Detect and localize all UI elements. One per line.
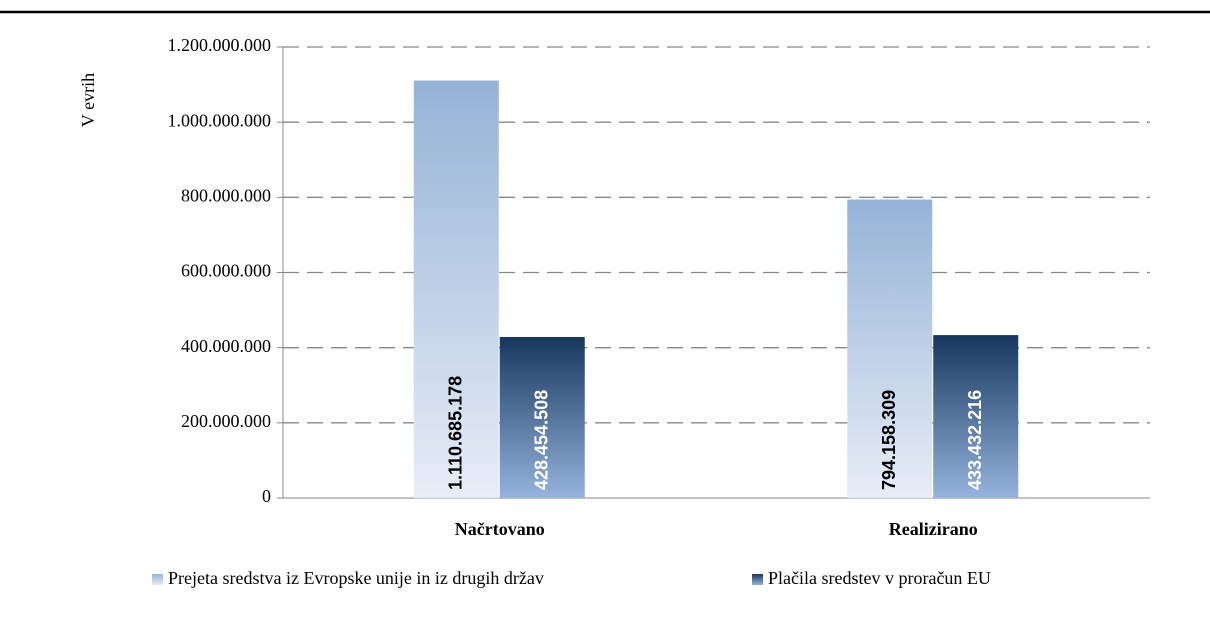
x-tick-label: Načrtovano <box>455 519 545 539</box>
x-tick-label: Realizirano <box>889 519 978 539</box>
y-tick-label: 400.000.000 <box>181 336 271 356</box>
bar <box>847 199 933 498</box>
y-tick-label: 1.000.000.000 <box>168 110 272 130</box>
legend-swatch <box>152 574 163 585</box>
value-label: 1.110.685.178 <box>446 376 466 490</box>
bar <box>499 336 585 498</box>
y-axis-label: V evrih <box>78 73 98 127</box>
legend-label: Plačila sredstev v proračun EU <box>768 568 991 588</box>
y-tick-label: 800.000.000 <box>181 185 271 205</box>
y-tick-label: 600.000.000 <box>181 261 271 281</box>
bar <box>933 335 1019 498</box>
value-label: 428.454.508 <box>532 390 552 490</box>
bar <box>413 80 499 498</box>
legend-swatch <box>752 574 763 585</box>
y-tick-label: 0 <box>262 486 271 506</box>
value-label: 794.158.309 <box>879 390 899 490</box>
y-tick-label: 1.200.000.000 <box>168 35 272 55</box>
y-tick-label: 200.000.000 <box>181 411 271 431</box>
legend-label: Prejeta sredstva iz Evropske unije in iz… <box>168 568 544 588</box>
value-label: 433.432.216 <box>965 390 985 490</box>
